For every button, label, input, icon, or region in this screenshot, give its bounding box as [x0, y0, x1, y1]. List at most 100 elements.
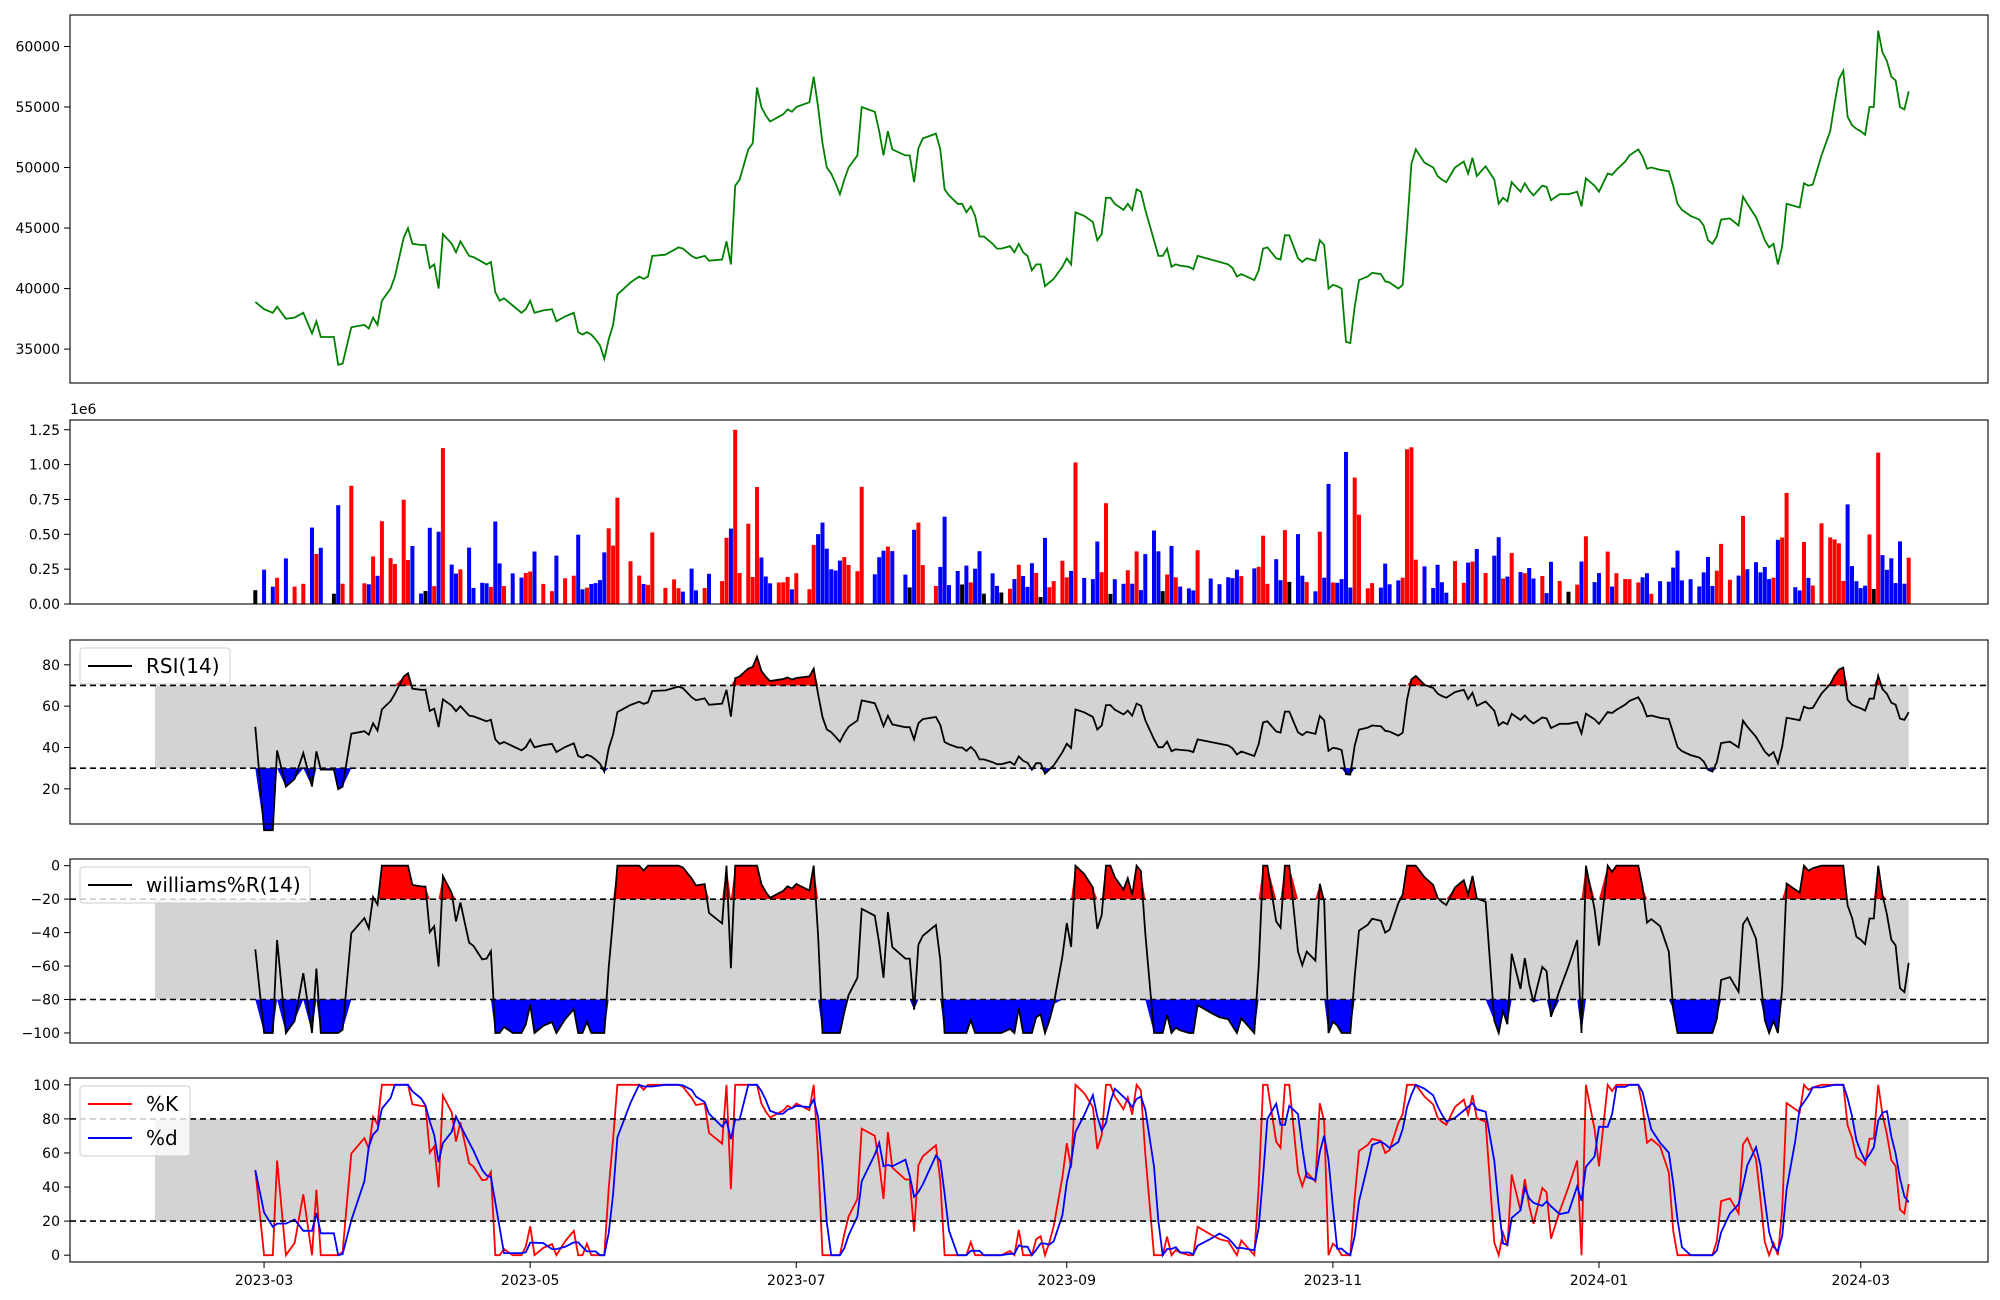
volume-bar: [589, 584, 594, 604]
volume-bar: [1741, 516, 1745, 604]
volume-bar: [611, 545, 616, 604]
volume-bar: [1797, 590, 1802, 604]
volume-bar: [1344, 452, 1348, 604]
volume-bar: [1265, 583, 1270, 604]
volume-bar: [576, 534, 581, 604]
volume-bar: [1802, 542, 1806, 604]
volume-bar: [440, 448, 445, 604]
stochastic-ytick-label: 40: [42, 1180, 60, 1196]
stochastic-y-ticks: 0 20 40 60 80 100: [33, 1078, 70, 1264]
volume-bar: [467, 547, 472, 604]
volume-bar: [366, 584, 371, 604]
volume-bar: [1208, 578, 1213, 604]
volume-bar: [1623, 579, 1628, 604]
volume-bar: [571, 575, 576, 604]
volume-bar: [580, 589, 585, 604]
volume-bar: [1186, 588, 1191, 604]
volume-bar: [1143, 554, 1148, 604]
volume-bar: [314, 554, 319, 604]
volume-bar: [1806, 577, 1811, 604]
volume-bar: [789, 589, 794, 604]
stochastic-x-ticks: 2023-03 2023-05 2023-07 2023-09 2023-11 2024-…: [235, 1262, 1890, 1289]
volume-bar: [1090, 579, 1095, 604]
volume-bar: [1178, 586, 1183, 604]
volume-bar: [1714, 570, 1719, 604]
volume-bar: [1152, 530, 1156, 604]
volume-bar: [794, 573, 799, 604]
volume-bar: [615, 497, 620, 604]
volume-bar: [1195, 550, 1200, 604]
rsi-plot-area: [70, 654, 1988, 832]
volume-bar: [877, 557, 882, 604]
volume-bar: [1610, 586, 1615, 604]
volume-bar: [920, 565, 925, 604]
price-ytick-label: 55000: [15, 100, 60, 116]
volume-bar: [807, 589, 812, 604]
stochastic-ytick-label: 80: [42, 1112, 60, 1128]
volume-bar: [1819, 523, 1824, 604]
volume-bar: [480, 582, 485, 604]
volume-bar: [1012, 579, 1017, 604]
volume-bar: [1038, 597, 1043, 604]
volume-bar: [1025, 586, 1030, 604]
rsi-band: [155, 685, 1909, 769]
volume-bar: [1640, 577, 1645, 604]
volume-bar: [737, 573, 742, 604]
stochastic-plot-area: [70, 1082, 1988, 1259]
volume-bar: [1496, 537, 1501, 604]
rsi-legend-box: [79, 647, 231, 685]
williams-plot-area: [70, 863, 1988, 1037]
volume-bar: [707, 573, 711, 604]
stochastic-k-line: [254, 1082, 1910, 1259]
volume-bar: [427, 527, 432, 604]
volume-bar: [1758, 572, 1763, 604]
volume-bar: [1836, 543, 1841, 604]
volume-bar: [1540, 576, 1545, 604]
x-tick-label: 2024-03: [1831, 1273, 1890, 1289]
volume-bar: [275, 577, 280, 604]
williams-legend-box: [79, 866, 311, 904]
volume-bar: [1169, 545, 1174, 604]
williams-panel: 0 −20 −40 −60 −80 −100 williams%R(14): [22, 858, 1989, 1044]
volume-bar: [523, 573, 528, 604]
volume-bar: [1431, 588, 1436, 604]
volume-bar: [1592, 582, 1597, 604]
volume-bar: [1422, 566, 1427, 604]
volume-bar: [584, 587, 589, 604]
volume-bar: [1396, 580, 1401, 604]
williams-axes-frame: [69, 858, 1989, 1044]
volume-bar: [1470, 561, 1475, 604]
volume-bar: [1234, 569, 1239, 604]
price-ytick-label: 35000: [15, 342, 60, 358]
volume-bar: [676, 588, 681, 604]
volume-bar: [637, 575, 642, 604]
volume-bar: [724, 537, 729, 604]
volume-bar: [1501, 578, 1505, 604]
volume-bar: [1675, 550, 1680, 604]
volume-bar: [593, 583, 598, 604]
volume-bar: [820, 522, 825, 604]
volume-bar: [964, 565, 969, 604]
volume-bar: [406, 560, 410, 604]
volume-bar: [650, 532, 655, 604]
volume-bar: [1505, 576, 1510, 604]
price-panel: 35000 40000 45000 50000 55000 60000: [15, 14, 1989, 384]
volume-bar: [375, 575, 380, 604]
williams-ytick-label: −60: [30, 959, 60, 975]
price-ytick-label: 60000: [15, 39, 60, 55]
volume-bar: [1614, 573, 1619, 604]
volume-bar: [776, 582, 781, 604]
volume-bar: [1130, 583, 1135, 604]
volume-bar: [550, 591, 554, 604]
volume-bar: [816, 534, 821, 604]
volume-bar: [1583, 536, 1588, 604]
volume-bar: [907, 587, 912, 604]
volume-bar: [331, 593, 336, 604]
volume-bar: [1330, 582, 1335, 604]
volume-bar: [253, 590, 258, 604]
volume-bar: [680, 591, 685, 604]
x-tick-label: 2023-07: [767, 1273, 826, 1289]
volume-bar: [362, 583, 367, 604]
volume-bar: [1165, 574, 1170, 604]
volume-bar: [916, 522, 921, 604]
